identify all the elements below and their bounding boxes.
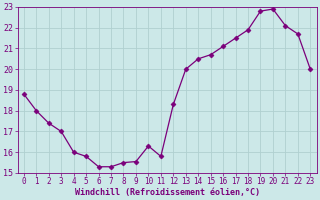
X-axis label: Windchill (Refroidissement éolien,°C): Windchill (Refroidissement éolien,°C) — [75, 188, 260, 197]
